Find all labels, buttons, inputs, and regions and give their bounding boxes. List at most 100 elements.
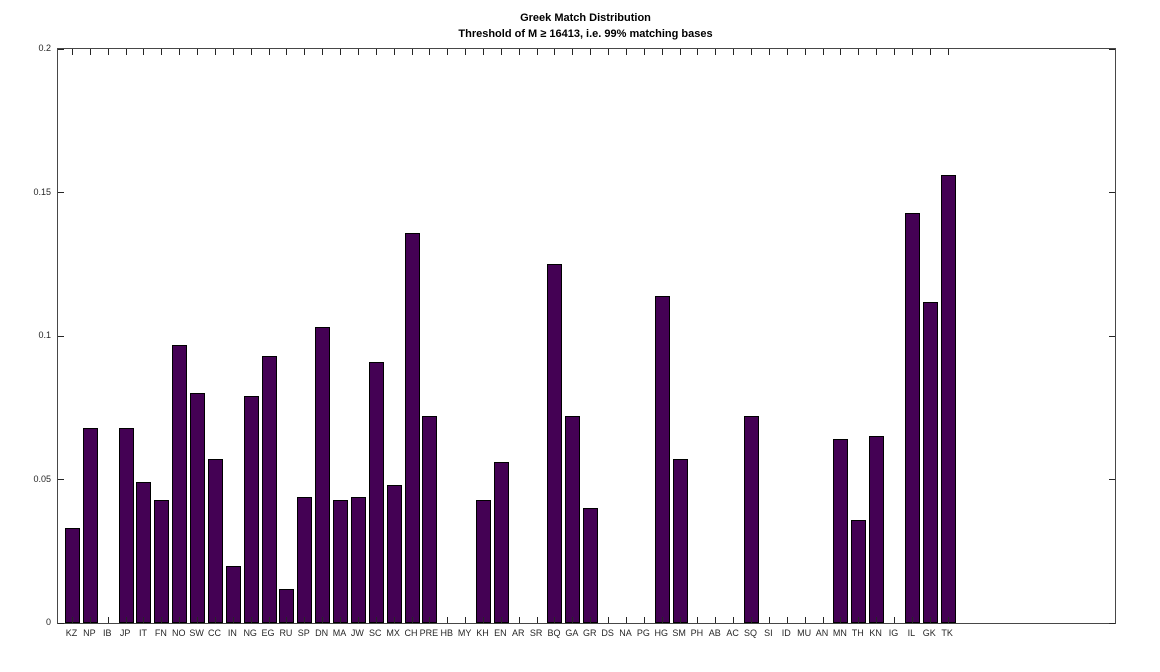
x-tick-label-MY: MY	[457, 628, 472, 638]
x-tick-top	[357, 49, 359, 55]
x-tick-label-EN: EN	[494, 628, 507, 638]
x-tick-label-CC: CC	[207, 628, 221, 638]
x-tick-top	[89, 49, 91, 55]
x-tick-top	[661, 49, 663, 55]
x-tick-top	[840, 49, 842, 55]
x-tick-bottom	[661, 617, 663, 623]
x-tick-top	[733, 49, 735, 55]
x-tick-label-SP: SP	[297, 628, 310, 638]
x-tick-top	[715, 49, 717, 55]
y-tick-right	[1109, 335, 1115, 337]
x-tick-bottom	[500, 617, 502, 623]
x-tick-top	[393, 49, 395, 55]
x-tick-label-NA: NA	[619, 628, 632, 638]
x-tick-top	[822, 49, 824, 55]
y-tick-left	[58, 622, 64, 624]
x-tick-label-BQ: BQ	[547, 628, 561, 638]
x-tick-top	[161, 49, 163, 55]
x-tick-bottom	[643, 617, 645, 623]
x-tick-top	[947, 49, 949, 55]
x-tick-bottom	[840, 617, 842, 623]
x-tick-top	[429, 49, 431, 55]
x-tick-top	[768, 49, 770, 55]
x-tick-label-MU: MU	[797, 628, 812, 638]
x-tick-bottom	[608, 617, 610, 623]
x-tick-label-AC: AC	[726, 628, 739, 638]
x-tick-label-TH: TH	[851, 628, 864, 638]
x-tick-bottom	[107, 617, 109, 623]
bar-IT	[136, 482, 152, 623]
x-tick-top	[125, 49, 127, 55]
x-tick-bottom	[554, 617, 556, 623]
bar-EN	[493, 462, 509, 623]
x-tick-label-MA: MA	[332, 628, 347, 638]
y-tick-right	[1109, 622, 1115, 624]
x-tick-label-NO: NO	[171, 628, 186, 638]
x-tick-label-SM: SM	[672, 628, 686, 638]
x-tick-bottom	[768, 617, 770, 623]
x-tick-top	[590, 49, 592, 55]
x-tick-bottom	[858, 617, 860, 623]
y-tick-label-0.2: 0.2	[38, 43, 51, 53]
x-tick-bottom	[733, 617, 735, 623]
bar-BQ	[547, 264, 563, 623]
x-tick-label-EG: EG	[261, 628, 275, 638]
y-tick-right	[1109, 48, 1115, 50]
x-tick-bottom	[429, 617, 431, 623]
x-tick-top	[858, 49, 860, 55]
x-tick-label-IG: IG	[888, 628, 899, 638]
chart-subtitle: Threshold of M ≥ 16413, i.e. 99% matchin…	[458, 28, 713, 40]
x-tick-bottom	[465, 617, 467, 623]
x-tick-label-GA: GA	[565, 628, 579, 638]
x-tick-top	[697, 49, 699, 55]
bar-SC	[368, 362, 384, 623]
plot-area	[57, 48, 1116, 624]
x-tick-label-JP: JP	[119, 628, 131, 638]
x-tick-bottom	[286, 617, 288, 623]
x-tick-top	[250, 49, 252, 55]
bar-JP	[118, 428, 134, 623]
x-tick-bottom	[911, 617, 913, 623]
bar-IN	[225, 566, 241, 623]
bar-MX	[386, 485, 402, 623]
x-tick-bottom	[214, 617, 216, 623]
bar-GK	[922, 302, 938, 623]
x-tick-top	[751, 49, 753, 55]
y-tick-label-0.1: 0.1	[38, 330, 51, 340]
bar-PRE	[422, 416, 438, 623]
x-tick-label-JW: JW	[350, 628, 364, 638]
x-tick-label-RU: RU	[279, 628, 293, 638]
x-tick-top	[911, 49, 913, 55]
x-tick-bottom	[947, 617, 949, 623]
x-tick-label-NG: NG	[243, 628, 257, 638]
bar-SW	[190, 393, 206, 623]
x-tick-top	[679, 49, 681, 55]
x-tick-bottom	[929, 617, 931, 623]
bar-TK	[940, 175, 956, 623]
x-tick-bottom	[715, 617, 717, 623]
bar-MN	[833, 439, 849, 623]
x-tick-bottom	[590, 617, 592, 623]
x-tick-bottom	[322, 617, 324, 623]
bar-JW	[350, 497, 366, 623]
x-tick-label-NP: NP	[83, 628, 96, 638]
y-tick-label-0.15: 0.15	[33, 186, 51, 197]
x-tick-top	[232, 49, 234, 55]
x-tick-label-GK: GK	[922, 628, 936, 638]
x-tick-top	[304, 49, 306, 55]
x-tick-top	[107, 49, 109, 55]
x-tick-label-DN: DN	[315, 628, 329, 638]
x-tick-bottom	[375, 617, 377, 623]
x-tick-top	[625, 49, 627, 55]
y-tick-left	[58, 48, 64, 50]
x-tick-bottom	[357, 617, 359, 623]
x-tick-label-IB: IB	[102, 628, 112, 638]
x-tick-label-PRE: PRE	[419, 628, 439, 638]
x-tick-top	[411, 49, 413, 55]
bar-GA	[565, 416, 581, 623]
x-tick-label-PG: PG	[636, 628, 650, 638]
x-tick-label-ID: ID	[781, 628, 791, 638]
x-tick-bottom	[125, 617, 127, 623]
x-tick-top	[643, 49, 645, 55]
